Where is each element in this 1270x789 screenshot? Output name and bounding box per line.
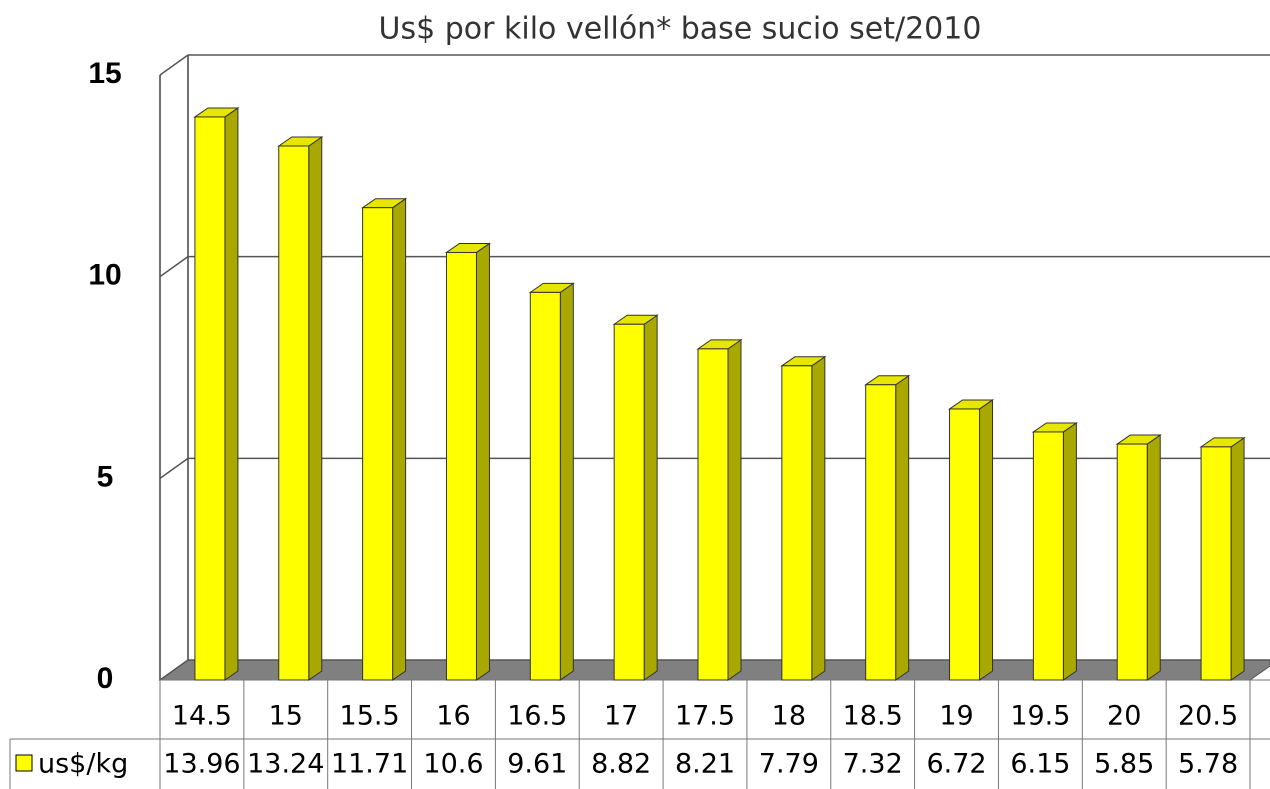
bar xyxy=(1116,443,1148,681)
table-value: 8.82 xyxy=(591,749,651,780)
table-value: 6.72 xyxy=(926,749,986,780)
bar-side xyxy=(1146,434,1161,681)
bar-side xyxy=(1230,436,1245,681)
table-value: 6.15 xyxy=(1010,749,1070,780)
bar-side xyxy=(392,197,407,681)
bar xyxy=(949,408,981,681)
x-tick-label: 17 xyxy=(604,701,638,732)
table-value: 5.85 xyxy=(1094,749,1154,780)
bar xyxy=(613,323,645,681)
x-tick-label: 16.5 xyxy=(507,701,567,732)
bar xyxy=(194,116,226,681)
bar xyxy=(445,251,477,681)
y-tick-label: 10 xyxy=(88,259,121,292)
grid-line xyxy=(159,659,189,681)
grid-line xyxy=(159,256,189,278)
x-tick-label: 17.5 xyxy=(675,701,735,732)
grid-line xyxy=(159,54,189,76)
y-tick-label: 5 xyxy=(97,460,114,493)
bar xyxy=(865,384,897,681)
x-tick-label: 18 xyxy=(772,701,806,732)
table-value: 7.79 xyxy=(759,749,819,780)
bar-side xyxy=(811,355,826,681)
bar xyxy=(278,145,310,681)
bar-side xyxy=(224,106,239,681)
table-value: 11.71 xyxy=(331,749,408,780)
x-tick-label: 15.5 xyxy=(340,701,400,732)
x-tick-label: 20.5 xyxy=(1178,701,1238,732)
legend-label: us$/kg xyxy=(38,749,128,780)
bar xyxy=(529,291,561,681)
x-tick-label: 19 xyxy=(939,701,973,732)
bar-side xyxy=(895,374,910,681)
bar-side xyxy=(727,338,742,681)
bar xyxy=(1032,431,1064,681)
x-tick-label: 16 xyxy=(436,701,470,732)
table-value: 8.21 xyxy=(675,749,735,780)
bar-side xyxy=(308,136,323,681)
chart-title: Us$ por kilo vellón* base sucio set/2010 xyxy=(379,12,982,47)
bar-side xyxy=(475,242,490,681)
table-value: 9.61 xyxy=(507,749,567,780)
y-tick-label: 0 xyxy=(97,662,114,695)
bar xyxy=(1200,446,1232,681)
table-value: 13.96 xyxy=(163,749,240,780)
table-value: 10.6 xyxy=(423,749,483,780)
x-tick-label: 14.5 xyxy=(172,701,232,732)
table-value: 13.24 xyxy=(247,749,324,780)
table-value: 5.78 xyxy=(1178,749,1238,780)
x-tick-label: 20 xyxy=(1107,701,1141,732)
x-tick-label: 19.5 xyxy=(1010,701,1070,732)
bar-side xyxy=(979,399,994,681)
legend-key xyxy=(15,754,33,772)
bar xyxy=(781,365,813,681)
bar xyxy=(697,348,729,681)
y-tick-label: 15 xyxy=(88,57,121,90)
bar-side xyxy=(643,314,658,681)
table-value: 7.32 xyxy=(843,749,903,780)
bar-side xyxy=(559,282,574,681)
bar xyxy=(362,207,394,681)
x-tick-label: 15 xyxy=(269,701,303,732)
bar-side xyxy=(1062,421,1077,681)
grid-line xyxy=(159,457,189,479)
x-tick-label: 18.5 xyxy=(843,701,903,732)
